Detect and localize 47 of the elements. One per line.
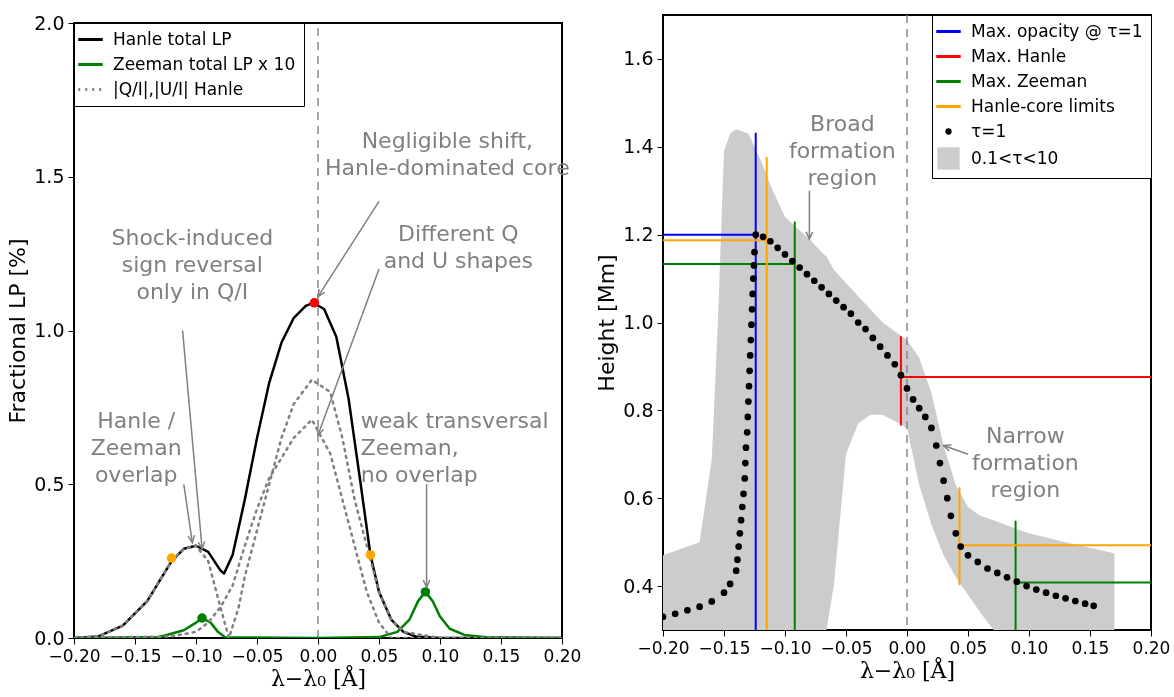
x-axis-title: λ−λ₀ [Å] — [270, 663, 367, 691]
x-tick-label: −0.10 — [170, 645, 223, 666]
x-tick-label: 0.15 — [482, 645, 521, 666]
legend-label: Max. opacity @ τ=1 — [971, 20, 1143, 41]
x-tick-label: −0.05 — [231, 645, 284, 666]
legend-label: Zeeman total LP x 10 — [113, 53, 296, 74]
x-tick-label: 0.05 — [360, 645, 399, 666]
x-tick-label: −0.05 — [820, 637, 873, 658]
x-tick-label: −0.10 — [759, 637, 812, 658]
annotation: Hanle / Zeeman overlap — [90, 407, 182, 487]
annotation: weak transversal Zeeman, no overlap — [360, 407, 549, 487]
legend-label: Hanle-core limits — [971, 95, 1115, 116]
x-axis-title: λ−λ₀ [Å] — [859, 655, 956, 683]
y-tick-label: 1.5 — [34, 165, 65, 188]
x-tick-label: −0.15 — [109, 645, 162, 666]
y-tick-label: 1.6 — [623, 47, 654, 70]
x-tick-label: 0.10 — [1010, 637, 1049, 658]
y-axis-title: Height [Mm] — [594, 254, 620, 392]
x-tick-label: 0.00 — [299, 645, 338, 666]
x-tick-label: 0.05 — [949, 637, 988, 658]
y-axis-title: Fractional LP [%] — [5, 238, 31, 424]
x-tick-label: 0.00 — [888, 637, 927, 658]
y-tick-label: 0.5 — [34, 472, 65, 495]
y-tick-label: 1.0 — [623, 311, 654, 333]
x-tick-label: 0.20 — [1132, 637, 1171, 658]
annotation: Broad formation region — [788, 110, 896, 190]
y-tick-label: 2.0 — [34, 11, 65, 34]
legend-label: |Q/I|,|U/I| Hanle — [113, 78, 244, 99]
y-tick-label: 0.6 — [623, 486, 654, 509]
y-tick-label: 1.0 — [34, 319, 65, 341]
annotation: Narrow formation region — [971, 423, 1079, 503]
y-tick-label: 1.4 — [623, 135, 654, 158]
legend-label: 0.1<τ<10 — [971, 147, 1059, 168]
y-tick-label: 0.8 — [623, 398, 654, 421]
annotation: Different Q and U shapes — [383, 220, 533, 273]
legend-label: Max. Zeeman — [971, 70, 1088, 91]
annotation: Shock-induced sign reversal only in Q/I — [111, 225, 274, 305]
x-tick-label: 0.15 — [1071, 637, 1110, 658]
legend-label: Max. Hanle — [971, 45, 1067, 66]
x-tick-label: −0.15 — [698, 637, 751, 658]
x-tick-label: −0.20 — [637, 637, 690, 658]
y-tick-label: 0.4 — [623, 574, 654, 597]
legend-label: Hanle total LP — [113, 28, 232, 49]
legend-label: τ=1 — [971, 120, 1007, 141]
y-tick-label: 1.2 — [623, 223, 654, 246]
x-tick-label: 0.20 — [543, 645, 582, 666]
x-tick-label: 0.10 — [421, 645, 460, 666]
